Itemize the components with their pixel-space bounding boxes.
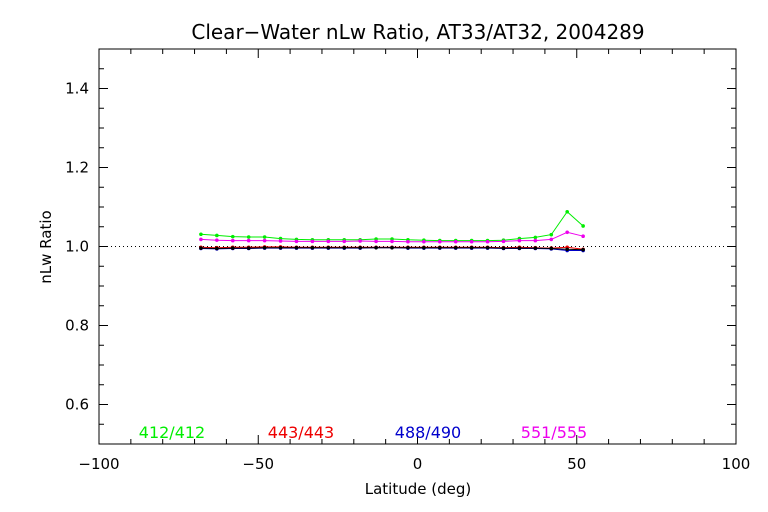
y-tick-label: 1.0 bbox=[65, 238, 89, 256]
x-axis-label: Latitude (deg) bbox=[365, 480, 471, 498]
data-point bbox=[310, 245, 315, 250]
data-point bbox=[215, 246, 219, 251]
y-tick-label: 0.8 bbox=[65, 317, 89, 335]
x-tick-label: −50 bbox=[242, 455, 274, 473]
data-point bbox=[517, 246, 522, 250]
data-point bbox=[422, 245, 426, 250]
x-tick-label: 0 bbox=[413, 455, 423, 473]
chart-title: Clear−Water nLw Ratio, AT33/AT32, 200428… bbox=[191, 20, 644, 44]
data-point bbox=[215, 238, 219, 242]
data-point bbox=[374, 239, 378, 244]
data-point bbox=[533, 235, 538, 240]
data-point bbox=[549, 246, 554, 251]
legend-entry: 488/490 bbox=[395, 423, 461, 442]
data-point bbox=[581, 234, 585, 239]
data-point bbox=[230, 238, 235, 243]
data-point bbox=[294, 245, 299, 250]
data-point bbox=[453, 239, 458, 244]
data-point bbox=[342, 245, 347, 250]
data-point bbox=[565, 247, 569, 252]
data-point bbox=[533, 246, 538, 250]
data-point bbox=[437, 239, 442, 244]
data-point bbox=[581, 224, 585, 228]
data-point bbox=[326, 239, 331, 244]
data-point bbox=[549, 232, 554, 237]
y-tick-label: 1.2 bbox=[65, 159, 89, 177]
legend-entry: 412/412 bbox=[139, 423, 205, 442]
y-tick-label: 1.4 bbox=[65, 80, 89, 98]
data-point bbox=[581, 247, 585, 252]
data-point bbox=[501, 239, 506, 244]
data-point bbox=[406, 245, 410, 250]
data-point bbox=[485, 239, 490, 244]
data-point bbox=[262, 238, 267, 243]
data-point bbox=[501, 246, 506, 250]
data-point bbox=[310, 239, 315, 244]
x-tick-label: 50 bbox=[567, 455, 586, 473]
data-point bbox=[485, 245, 490, 250]
data-point bbox=[278, 239, 283, 243]
y-axis-label: nLw Ratio bbox=[37, 210, 55, 283]
data-point bbox=[215, 233, 219, 238]
data-point bbox=[549, 237, 554, 242]
data-point bbox=[437, 245, 442, 250]
data-point bbox=[199, 232, 203, 237]
data-point bbox=[262, 245, 267, 250]
data-point bbox=[374, 245, 378, 250]
data-point bbox=[199, 246, 203, 250]
data-point bbox=[326, 245, 331, 250]
legend-entry: 443/443 bbox=[268, 423, 334, 442]
data-point bbox=[565, 230, 569, 235]
data-point bbox=[469, 245, 474, 250]
data-point bbox=[469, 239, 474, 244]
data-point bbox=[230, 234, 235, 239]
data-point bbox=[199, 237, 203, 242]
data-point bbox=[390, 245, 394, 250]
data-point bbox=[342, 239, 347, 244]
data-point bbox=[422, 239, 426, 244]
x-tick-label: 100 bbox=[722, 455, 751, 473]
data-point bbox=[230, 246, 235, 250]
data-point bbox=[246, 235, 251, 239]
data-point bbox=[406, 239, 410, 244]
data-point bbox=[517, 238, 522, 243]
data-point bbox=[453, 245, 458, 250]
data-point bbox=[358, 239, 362, 243]
axis-ticks: −100 −50 0 50 100 0.6 0.8 1.0 1.2 1.4 bbox=[65, 49, 750, 473]
legend: 412/412 443/443 488/490 551/555 bbox=[139, 423, 587, 442]
x-tick-label: −100 bbox=[78, 455, 119, 473]
data-point bbox=[358, 245, 362, 250]
data-point bbox=[246, 246, 251, 250]
data-point bbox=[390, 239, 394, 244]
data-point bbox=[565, 209, 569, 214]
data-point bbox=[278, 245, 283, 250]
data-point bbox=[533, 238, 538, 243]
series-group bbox=[199, 209, 585, 253]
y-tick-label: 0.6 bbox=[65, 396, 89, 414]
data-point bbox=[246, 238, 251, 243]
data-point bbox=[262, 235, 267, 239]
legend-entry: 551/555 bbox=[521, 423, 587, 442]
data-point bbox=[294, 239, 299, 244]
